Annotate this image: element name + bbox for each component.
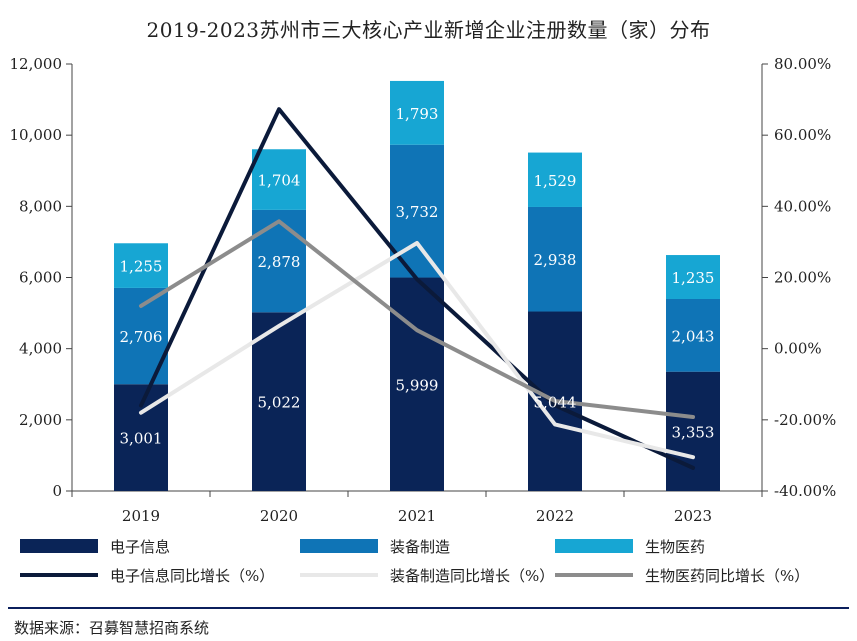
x-tick-label: 2020: [260, 507, 298, 525]
legend-swatch-biomed: [555, 539, 633, 553]
y-left-tick-label: 10,000: [10, 126, 63, 144]
legend-line-biomed-growth: [555, 573, 633, 577]
bar-segment-electronics: [252, 312, 306, 491]
legend-label-equipment: 装备制造: [390, 537, 451, 556]
bar-label-equipment: 2,043: [672, 327, 715, 345]
x-tick-label: 2023: [674, 507, 712, 525]
bar-segment-biomed: [252, 149, 306, 210]
legend-item-electronics: 电子信息: [20, 534, 170, 558]
bar-label-electronics: 5,022: [258, 394, 301, 412]
bar-segment-biomed: [114, 243, 168, 288]
chart-title: 2019-2023苏州市三大核心产业新增企业注册数量（家）分布: [146, 18, 711, 42]
bar-segment-biomed: [666, 255, 720, 299]
line-equipment-growth: [139, 240, 695, 460]
y-right-tick-label: -40.00%: [774, 482, 836, 500]
legend-item-biomed-growth: 生物医药同比增长（%）: [555, 563, 809, 587]
bar-segment-equipment: [666, 298, 720, 372]
bar-label-electronics: 3,353: [672, 423, 715, 441]
legend-label-biomed-growth: 生物医药同比增长（%）: [645, 566, 810, 585]
y-left-tick-label: 4,000: [19, 340, 62, 358]
bar-segment-equipment: [528, 206, 582, 312]
footer-divider: [8, 607, 849, 609]
y-right-tick-label: 60.00%: [774, 126, 831, 144]
y-right-tick-label: 0.00%: [774, 340, 822, 358]
legend-item-biomed: 生物医药: [555, 534, 705, 558]
chart-plot: 0 2,000 4,000 6,000 8,000 10,000 12,000 -40.00%…: [10, 55, 837, 525]
x-tick-label: 2022: [536, 507, 574, 525]
y-left-tick-label: 8,000: [19, 197, 62, 215]
bar-segment-electronics: [666, 371, 720, 491]
y-right-tick-label: 20.00%: [774, 269, 831, 287]
legend-label-equipment-growth: 装备制造同比增长（%）: [390, 566, 555, 585]
bar-label-equipment: 3,732: [396, 203, 439, 221]
legend-bars: 电子信息 装备制造 生物医药: [0, 534, 857, 558]
legend-item-equipment: 装备制造: [300, 534, 450, 558]
y-right-tick-label: -20.00%: [774, 411, 836, 429]
legend-item-equipment-growth: 装备制造同比增长（%）: [300, 563, 554, 587]
bar-segment-biomed: [528, 152, 582, 207]
bar-label-equipment: 2,706: [120, 328, 163, 346]
y-left-tick-label: 0: [52, 482, 62, 500]
line-electronics-growth: [139, 107, 695, 470]
bar-label-biomed: 1,529: [534, 172, 577, 190]
bar-label-biomed: 1,704: [258, 172, 301, 190]
bar-label-equipment: 2,878: [258, 253, 301, 271]
bar-label-electronics: 5,999: [396, 376, 439, 394]
line-biomed-growth: [139, 219, 695, 419]
bar-label-electronics: 5,044: [534, 393, 577, 411]
x-tick-label: 2019: [122, 507, 160, 525]
bar-segment-electronics: [390, 277, 444, 491]
source-note: 数据来源：召募智慧招商系统: [14, 619, 210, 637]
bar-label-electronics: 3,001: [120, 430, 163, 448]
legend-line-equipment-growth: [300, 573, 378, 577]
legend-line-electronics-growth: [20, 573, 98, 577]
bar-label-biomed: 1,235: [672, 269, 715, 287]
legend-swatch-electronics: [20, 539, 98, 553]
x-tick-label: 2021: [398, 507, 436, 525]
legend-swatch-equipment: [300, 539, 378, 553]
y-left-tick-label: 2,000: [19, 411, 62, 429]
bar-label-equipment: 2,938: [534, 251, 577, 269]
bar-segment-biomed: [390, 80, 444, 145]
legend-item-electronics-growth: 电子信息同比增长（%）: [20, 563, 274, 587]
legend-label-electronics: 电子信息: [110, 537, 171, 556]
y-left-tick-label: 6,000: [19, 269, 62, 287]
y-right-tick-label: 40.00%: [774, 197, 831, 215]
legend-label-biomed: 生物医药: [645, 537, 706, 556]
bar-label-biomed: 1,255: [120, 258, 163, 276]
bar-label-biomed: 1,793: [396, 105, 439, 123]
y-left-tick-label: 12,000: [10, 55, 63, 73]
bar-segment-equipment: [252, 209, 306, 313]
y-right-tick-label: 80.00%: [774, 55, 831, 73]
legend-label-electronics-growth: 电子信息同比增长（%）: [110, 566, 275, 585]
legend-lines: 电子信息同比增长（%） 装备制造同比增长（%） 生物医药同比增长（%）: [0, 563, 857, 587]
